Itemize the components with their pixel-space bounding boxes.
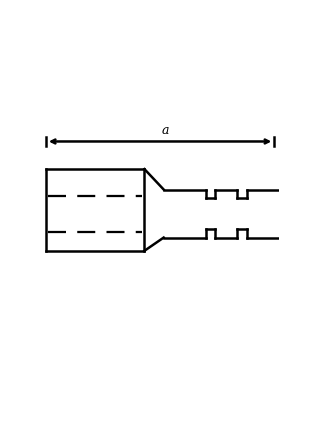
Text: a: a [161,124,169,137]
